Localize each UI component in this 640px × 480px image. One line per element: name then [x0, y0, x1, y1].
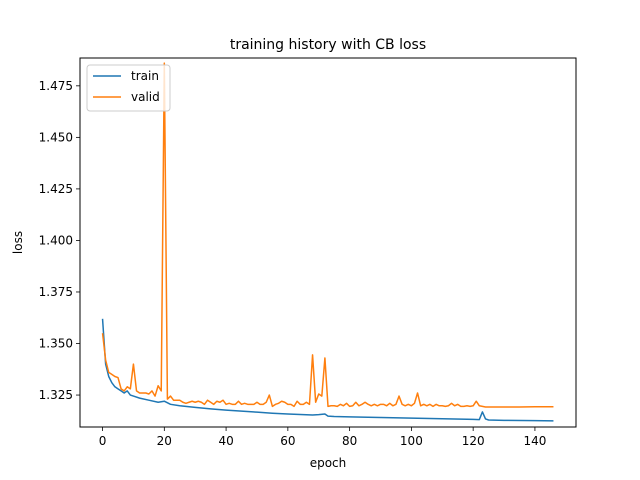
- series-line-train: [101, 318, 554, 422]
- x-axis-label: epoch: [310, 456, 347, 470]
- series-line-valid: [101, 62, 554, 408]
- y-tick-label: 1.400: [39, 233, 73, 247]
- x-tick-label: 20: [157, 434, 172, 448]
- plot-area: [101, 62, 554, 422]
- legend-label-valid: valid: [131, 90, 160, 104]
- y-tick-label: 1.475: [39, 79, 73, 93]
- legend: train valid: [86, 64, 171, 112]
- y-tick-label: 1.425: [39, 182, 73, 196]
- x-tick-label: 140: [523, 434, 546, 448]
- y-tick-label: 1.325: [39, 388, 73, 402]
- x-tick-label: 80: [342, 434, 357, 448]
- x-tick-label: 100: [400, 434, 423, 448]
- y-tick-label: 1.450: [39, 130, 73, 144]
- chart-title: training history with CB loss: [230, 37, 426, 53]
- y-tick-label: 1.375: [39, 285, 73, 299]
- plot-frame: [79, 57, 577, 428]
- y-tick-label: 1.350: [39, 337, 73, 351]
- y-axis-label: loss: [11, 231, 25, 254]
- legend-label-train: train: [131, 69, 159, 83]
- x-tick-label: 0: [99, 434, 107, 448]
- x-tick-label: 120: [462, 434, 485, 448]
- x-tick-label: 40: [218, 434, 233, 448]
- x-tick-label: 60: [280, 434, 295, 448]
